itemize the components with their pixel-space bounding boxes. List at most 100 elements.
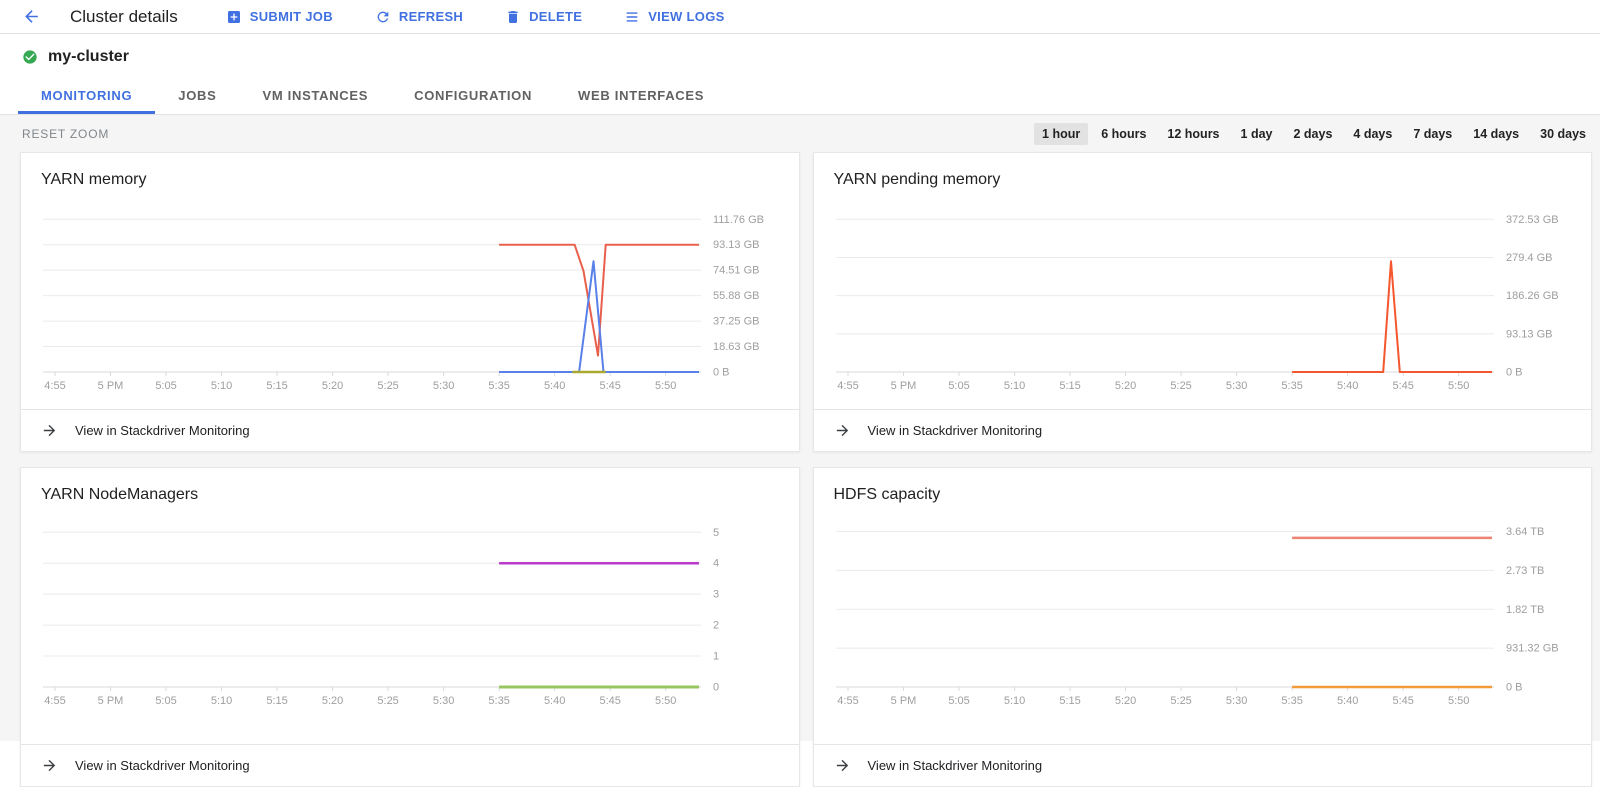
yarn-pending-memory-chart[interactable]: 372.53 GB 279.4 GB 186.26 GB 93.13 GB 0 B 4:5… xyxy=(832,202,1576,409)
svg-text:5:15: 5:15 xyxy=(266,695,287,707)
svg-text:5:40: 5:40 xyxy=(1336,695,1357,707)
svg-text:1: 1 xyxy=(713,651,719,663)
arrow-back-icon xyxy=(25,10,38,23)
time-range-1-hour[interactable]: 1 hour xyxy=(1034,122,1089,145)
view-logs-button[interactable]: VIEW LOGS xyxy=(624,9,724,25)
svg-text:5 PM: 5 PM xyxy=(890,695,916,707)
svg-text:0 B: 0 B xyxy=(1506,682,1523,694)
time-range-2-days[interactable]: 2 days xyxy=(1293,126,1333,141)
back-button[interactable] xyxy=(22,7,41,26)
svg-text:5:15: 5:15 xyxy=(266,380,287,392)
svg-text:0 B: 0 B xyxy=(713,367,730,379)
time-range-30-days[interactable]: 30 days xyxy=(1540,126,1586,141)
time-range-7-days[interactable]: 7 days xyxy=(1413,126,1453,141)
svg-text:5:15: 5:15 xyxy=(1059,380,1080,392)
yarn-nodemanagers-chart[interactable]: 5 4 3 2 1 0 4:55 5 PM 5:05 5:10 5:15 5:20 5:25 5:30 5:… xyxy=(39,517,783,744)
svg-text:931.32 GB: 931.32 GB xyxy=(1506,643,1559,655)
reset-zoom-button[interactable]: RESET ZOOM xyxy=(22,126,110,141)
yarn-pending-memory-card: YARN pending memory 372.53 GB 279.4 GB 186… xyxy=(812,152,1592,452)
stackdriver-link[interactable]: View in Stackdriver Monitoring xyxy=(21,744,799,786)
svg-text:3: 3 xyxy=(713,589,719,601)
svg-text:55.88 GB: 55.88 GB xyxy=(713,290,759,302)
arrow-right-icon xyxy=(43,759,56,772)
svg-text:5:25: 5:25 xyxy=(1170,695,1191,707)
submit-job-button[interactable]: SUBMIT JOB xyxy=(226,9,333,25)
svg-text:5:35: 5:35 xyxy=(488,695,509,707)
svg-text:5:25: 5:25 xyxy=(377,695,398,707)
svg-text:5:45: 5:45 xyxy=(1392,380,1413,392)
svg-text:93.13 GB: 93.13 GB xyxy=(713,239,759,251)
svg-text:5:50: 5:50 xyxy=(655,380,676,392)
time-range-14-days[interactable]: 14 days xyxy=(1473,126,1520,141)
svg-text:5:35: 5:35 xyxy=(1281,695,1302,707)
hdfs-capacity-chart[interactable]: 3.64 TB 2.73 TB 1.82 TB 931.32 GB 0 B 4:55 5 P… xyxy=(832,517,1576,744)
svg-text:5:05: 5:05 xyxy=(155,695,176,707)
svg-text:5:05: 5:05 xyxy=(155,380,176,392)
svg-text:186.26 GB: 186.26 GB xyxy=(1506,290,1559,302)
refresh-label: REFRESH xyxy=(398,9,464,24)
yarn-nodemanagers-card: YARN NodeManagers 5 4 3 2 1 0 4:55 5 PM 5:05 5:10… xyxy=(20,467,800,787)
time-range-4-days[interactable]: 4 days xyxy=(1353,126,1393,141)
toolbar-actions: SUBMIT JOB REFRESH DELETE VIEW LOGS xyxy=(226,9,725,25)
arrow-right-icon xyxy=(43,424,56,437)
delete-icon xyxy=(508,10,518,23)
time-range-1-day[interactable]: 1 day xyxy=(1240,126,1273,141)
delete-button[interactable]: DELETE xyxy=(505,9,582,25)
svg-text:5:40: 5:40 xyxy=(1336,380,1357,392)
stackdriver-link-label: View in Stackdriver Monitoring xyxy=(867,758,1043,773)
svg-text:3.64 TB: 3.64 TB xyxy=(1506,526,1544,538)
tab-monitoring[interactable]: MONITORING xyxy=(18,78,156,114)
chart-title: YARN NodeManagers xyxy=(41,486,199,503)
svg-text:5:10: 5:10 xyxy=(211,380,232,392)
svg-text:5:20: 5:20 xyxy=(322,380,343,392)
svg-text:93.13 GB: 93.13 GB xyxy=(1506,328,1552,340)
tab-bar: MONITORING JOBS VM INSTANCES CONFIGURATI… xyxy=(0,78,1600,115)
svg-text:5:05: 5:05 xyxy=(948,380,969,392)
svg-text:5:30: 5:30 xyxy=(1225,695,1246,707)
svg-text:5:50: 5:50 xyxy=(1447,380,1468,392)
delete-label: DELETE xyxy=(529,9,583,24)
svg-text:5:20: 5:20 xyxy=(1114,695,1135,707)
svg-text:5 PM: 5 PM xyxy=(98,695,124,707)
svg-text:5:30: 5:30 xyxy=(1225,380,1246,392)
svg-text:5:10: 5:10 xyxy=(1003,695,1024,707)
submit-job-label: SUBMIT JOB xyxy=(249,9,333,24)
arrow-right-icon xyxy=(836,759,848,772)
stackdriver-link[interactable]: View in Stackdriver Monitoring xyxy=(21,409,799,451)
svg-text:111.76 GB: 111.76 GB xyxy=(713,214,764,226)
stackdriver-link[interactable]: View in Stackdriver Monitoring xyxy=(813,744,1591,786)
stackdriver-link[interactable]: View in Stackdriver Monitoring xyxy=(813,409,1591,451)
tab-vm-instances[interactable]: VM INSTANCES xyxy=(262,88,369,103)
chart-title: HDFS capacity xyxy=(833,486,941,503)
charts-grid: YARN memory 111.76 GB 93.13 GB 74.51 GB 55.… xyxy=(0,152,1600,787)
svg-text:5:40: 5:40 xyxy=(544,380,565,392)
svg-text:372.53 GB: 372.53 GB xyxy=(1506,214,1559,226)
svg-text:5:20: 5:20 xyxy=(1114,380,1135,392)
refresh-icon xyxy=(377,11,389,22)
svg-text:1.82 TB: 1.82 TB xyxy=(1506,604,1544,616)
yarn-memory-chart[interactable]: 111.76 GB 93.13 GB 74.51 GB 55.88 GB 37.25 G… xyxy=(39,202,783,409)
tab-web-interfaces[interactable]: WEB INTERFACES xyxy=(578,88,705,103)
hdfs-capacity-card: HDFS capacity 3.64 TB 2.73 TB 1.82 TB 931.3… xyxy=(812,467,1592,787)
tab-jobs[interactable]: JOBS xyxy=(178,88,217,103)
svg-text:5:30: 5:30 xyxy=(433,380,454,392)
yarn-memory-card: YARN memory 111.76 GB 93.13 GB 74.51 GB 55.… xyxy=(20,152,800,452)
svg-text:5:30: 5:30 xyxy=(433,695,454,707)
stackdriver-link-label: View in Stackdriver Monitoring xyxy=(867,423,1043,438)
svg-text:4:55: 4:55 xyxy=(837,695,858,707)
svg-text:4: 4 xyxy=(713,558,719,570)
svg-text:18.63 GB: 18.63 GB xyxy=(713,341,759,353)
cluster-header: my-cluster xyxy=(0,34,1600,78)
stackdriver-link-label: View in Stackdriver Monitoring xyxy=(75,758,250,773)
time-range-12-hours[interactable]: 12 hours xyxy=(1167,126,1220,141)
header-divider xyxy=(0,33,1600,34)
svg-text:5:45: 5:45 xyxy=(1392,695,1413,707)
tab-configuration[interactable]: CONFIGURATION xyxy=(414,88,533,103)
svg-text:4:55: 4:55 xyxy=(837,380,858,392)
time-range-selector: 1 hour 6 hours 12 hours 1 day 2 days 4 d… xyxy=(1034,122,1594,145)
chart-controls-row: RESET ZOOM 1 hour 6 hours 12 hours 1 day… xyxy=(0,115,1600,152)
view-logs-label: VIEW LOGS xyxy=(648,9,725,24)
time-range-6-hours[interactable]: 6 hours xyxy=(1101,126,1147,141)
refresh-button[interactable]: REFRESH xyxy=(375,9,463,25)
svg-text:74.51 GB: 74.51 GB xyxy=(713,265,759,277)
